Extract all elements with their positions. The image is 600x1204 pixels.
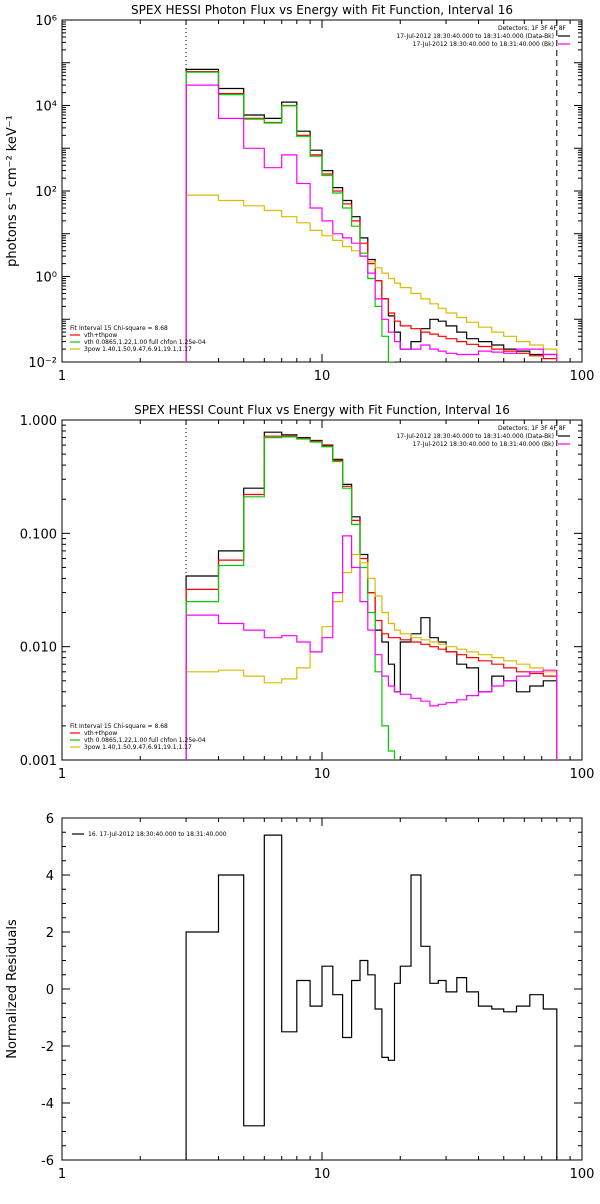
x-tick-label: 1	[58, 1167, 66, 1182]
y-tick-label: 0.010	[20, 641, 57, 656]
fit-legend-entry: 3pow 1.40,1.50,9.47,6.91,19.1,1.17	[84, 744, 192, 751]
x-tick-label: 10	[314, 369, 331, 384]
legend-header: Detectors: 1F 3F 4F 8F	[498, 25, 567, 32]
y-tick-label: 0.001	[20, 754, 57, 769]
fit-legend-entry: vth+thpow	[84, 332, 117, 339]
y-tick-label: 0	[46, 983, 54, 998]
x-tick-label: 100	[570, 1167, 595, 1182]
fit-legend-header: Fit Interval 15 Chi-square = 8.68	[70, 723, 168, 730]
series-observed	[185, 834, 558, 1160]
series-nonthermal	[185, 194, 558, 362]
y-tick-label: 2	[46, 926, 54, 941]
plot-frame	[61, 419, 583, 761]
y-tick-label: 6	[46, 812, 54, 827]
legend-entry: 17-Jul-2012 18:30:40.000 to 18:31:40.000…	[413, 441, 554, 448]
legend-entry: 17-Jul-2012 18:30:40.000 to 18:31:40.000…	[413, 41, 554, 48]
chart-panel-1: SPEX HESSI Photon Flux vs Energy with Fi…	[5, 3, 594, 384]
y-tick-label: 10⁶	[35, 14, 57, 29]
fit-legend-entry: vth 0.0865,1.22,1.00 full chfon 1.25e-04	[84, 339, 206, 346]
y-tick-label: 10²	[35, 185, 57, 200]
series-background	[185, 535, 558, 760]
fit-legend-entry: 3pow 1.40,1.50,9.47,6.91,19.1,1.17	[84, 346, 192, 353]
y-tick-label: 1.000	[20, 414, 57, 429]
y-tick-label: 4	[46, 869, 54, 884]
series-thermal	[185, 436, 396, 760]
fit-legend-entry: vth 0.0865,1.22,1.00 full chfon 1.25e-04	[84, 737, 206, 744]
chart-panel-3: Normalized Residuals 1 10 100 6 4 2 0 -2 -4 -6 16. …	[5, 812, 594, 1182]
x-tick-label: 100	[570, 369, 595, 384]
x-tick-label: 100	[570, 767, 595, 782]
y-tick-label: -2	[41, 1040, 54, 1055]
legend: 16. 17-Jul-2012 18:30:40.000 to 18:31:40…	[72, 831, 227, 838]
series-total	[185, 435, 558, 760]
x-tick-label: 10	[314, 767, 331, 782]
y-tick-label: 10⁰	[35, 271, 57, 286]
y-tick-label: -6	[41, 1154, 54, 1169]
y-tick-label: 0.100	[20, 527, 57, 542]
fit-legend-header: Fit Interval 15 Chi-square = 8.68	[70, 325, 168, 332]
chart-panel-2: SPEX HESSI Count Flux vs Energy with Fit…	[20, 403, 595, 782]
y-axis-label: photons s⁻¹ cm⁻² keV⁻¹	[5, 115, 20, 267]
fit-legend-entry: vth+thpow	[84, 730, 117, 737]
series-nonthermal	[185, 553, 558, 760]
series-observed	[185, 68, 558, 362]
plot-frame	[61, 19, 583, 363]
x-tick-label: 1	[58, 767, 66, 782]
fit-legend: Fit Interval 15 Chi-square = 8.68vth+thp…	[70, 325, 206, 353]
y-tick-label: -4	[41, 1097, 54, 1112]
y-tick-label: 10⁻²	[28, 356, 57, 371]
fit-legend: Fit Interval 15 Chi-square = 8.68vth+thp…	[70, 723, 206, 751]
chart-title: SPEX HESSI Photon Flux vs Energy with Fi…	[131, 3, 513, 17]
y-axis-label: Normalized Residuals	[5, 919, 20, 1059]
chart-title: SPEX HESSI Count Flux vs Energy with Fit…	[134, 403, 510, 417]
series-background	[185, 84, 558, 362]
series-total	[185, 71, 558, 362]
x-tick-label: 1	[58, 369, 66, 384]
legend-header: Detectors: 1F 3F 4F 8F	[498, 425, 567, 432]
legend-entry: 17-Jul-2012 18:30:40.000 to 18:31:40.000…	[396, 433, 554, 440]
series-observed	[185, 431, 558, 760]
x-tick-label: 10	[314, 1167, 331, 1182]
y-tick-label: 10⁴	[35, 100, 57, 115]
legend-entry: 16. 17-Jul-2012 18:30:40.000 to 18:31:40…	[88, 831, 227, 838]
legend-entry: 17-Jul-2012 18:30:40.000 to 18:31:40.000…	[396, 33, 554, 40]
